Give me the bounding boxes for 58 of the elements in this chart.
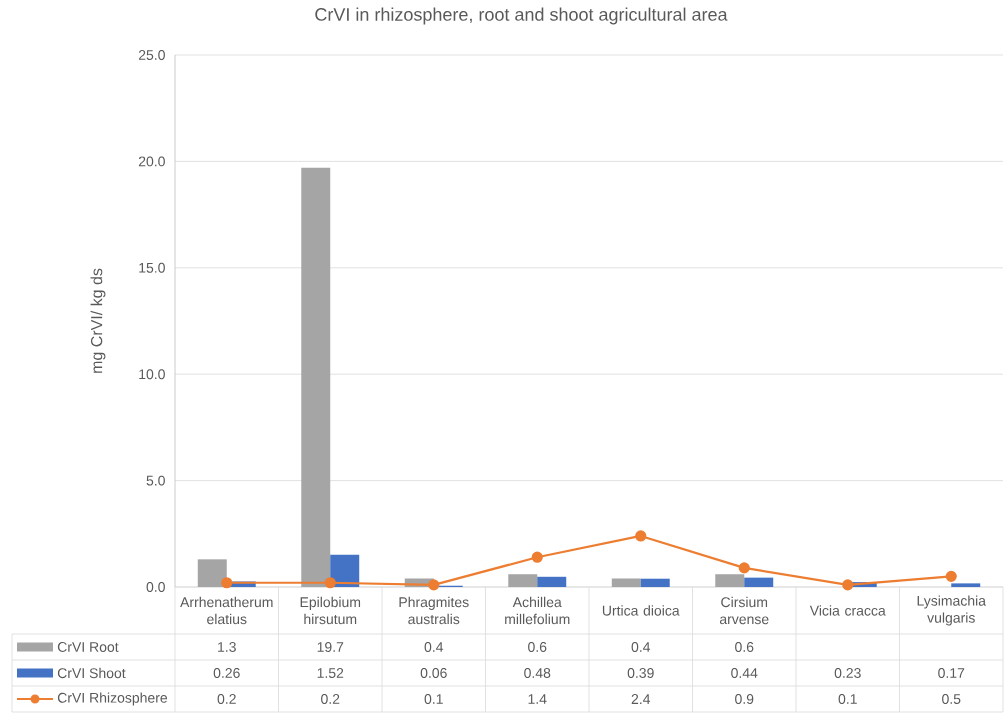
point [531,551,543,563]
x-tick-label: Urtica dioica [602,605,680,616]
point [635,530,647,542]
bar [744,577,774,587]
legend-label: CrVI Shoot [57,667,126,679]
data-label: 0.48 [524,668,551,678]
y-tick-label: 10.0 [139,369,165,380]
point [221,577,233,589]
data-label: 0.2 [321,694,340,704]
data-label: 0.4 [424,642,444,652]
data-label: 0.26 [213,668,240,678]
data-label: 1.52 [317,668,344,678]
point [324,577,336,589]
bar [197,559,227,587]
data-label: 2.4 [631,694,651,704]
x-tick-label: Arrhenatherum elatius [180,596,273,625]
data-label: 1.3 [218,642,236,652]
data-label: 0.4 [631,642,651,652]
x-tick-label: Epilobium hirsutum [300,596,361,625]
x-tick-label: Vicia cracca [809,605,886,616]
chart-title: CrVI in rhizosphere, root and shoot agricultural area [315,7,728,25]
point [842,579,854,591]
point [428,579,440,591]
y-axis-title: mg CrVI/ kg ds [90,268,106,373]
legend-label: CrVI Rhizosphere [57,692,168,706]
point [738,562,750,574]
y-tick-label: 15.0 [139,262,165,273]
data-label: 0.39 [627,668,654,678]
bar [508,574,538,587]
data-label: 1.4 [528,694,547,704]
bar [715,574,745,587]
data-label: 0.17 [938,668,965,678]
x-tick-label: Phragmites australis [399,596,469,625]
data-label: 0.9 [735,694,754,704]
x-tick-label: Achillea millefolium [505,596,570,625]
data-label: 19.7 [317,642,344,652]
data-label: 0.2 [217,694,236,704]
x-tick-label: Lysimachia vulgaris [917,595,986,626]
data-label: 0.6 [528,642,547,652]
data-label: 0.1 [838,694,857,704]
data-label: 0.23 [834,668,861,678]
bar [537,576,567,587]
data-label: 0.5 [942,694,961,704]
bar [611,578,641,587]
data-label: 0.6 [735,642,754,652]
data-label: 0.1 [424,694,443,704]
legend-label: CrVI Root [57,642,119,652]
x-tick-label: Cirsium arvense [719,596,769,625]
bar [951,583,981,587]
bar [301,167,331,587]
data-label: 0.44 [731,668,758,678]
data-label: 0.06 [420,668,447,678]
bar [640,578,670,587]
y-tick-label: 20.0 [138,156,165,167]
y-tick-label: 5.0 [146,475,165,486]
y-tick-label: 0.0 [146,582,165,592]
y-tick-label: 25.0 [138,50,165,60]
point [945,570,957,582]
